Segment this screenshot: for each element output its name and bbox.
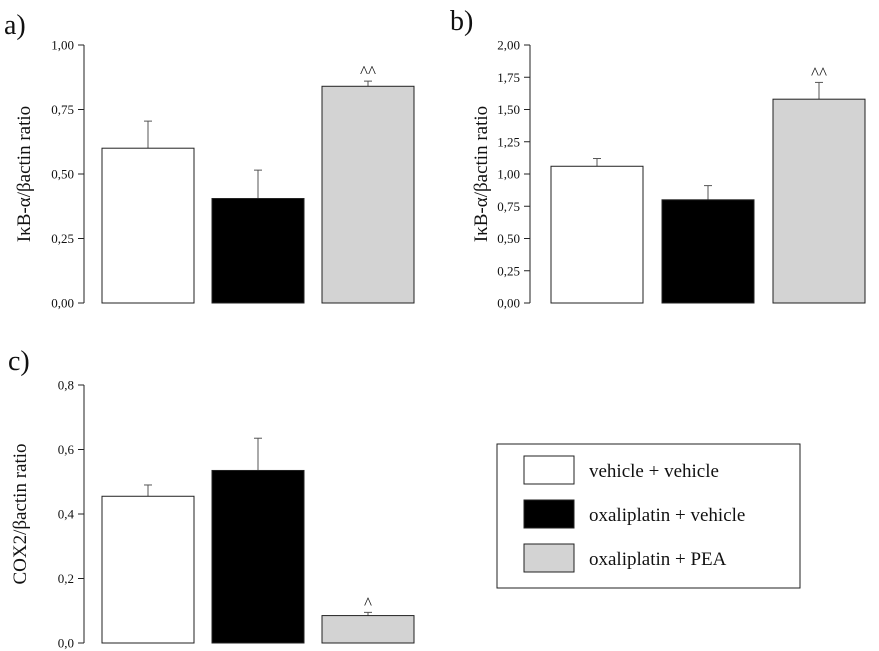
- y-tick-label: 1,00: [497, 167, 520, 182]
- y-tick-label: 1,75: [497, 70, 520, 85]
- panel-b: b) IκB-α/βactin ratio 0,00 0,25 0,50 0,75 1,…: [450, 6, 866, 311]
- bar: [550, 165, 644, 304]
- panel-label: c): [8, 346, 30, 377]
- significance-label: ^^: [360, 62, 376, 81]
- legend-label: vehicle + vehicle: [589, 461, 719, 482]
- y-tick-label: 0,50: [497, 231, 520, 246]
- panel-a: a) IκB-α/βactin ratio 0,00 0,25 0,50 0,75 1,…: [4, 10, 415, 311]
- y-tick-label: 0,4: [58, 507, 75, 522]
- bar: [321, 85, 415, 304]
- y-axis-label: IκB-α/βactin ratio: [14, 106, 35, 242]
- y-axis-label: COX2/βactin ratio: [10, 443, 31, 584]
- bar: [101, 147, 195, 304]
- panel-label: b): [450, 6, 473, 37]
- y-tick-label: 0,6: [58, 442, 75, 457]
- y-tick-label: 0,00: [51, 296, 74, 311]
- y-tick-label: 0,00: [497, 296, 520, 311]
- legend: vehicle + vehicle oxaliplatin + vehicle …: [496, 443, 801, 589]
- y-tick-label: 0,8: [58, 378, 74, 393]
- legend-label: oxaliplatin + vehicle: [589, 505, 745, 526]
- legend-swatch: [523, 455, 575, 485]
- y-tick-label: 0,75: [497, 199, 520, 214]
- y-tick-label: 0,50: [51, 167, 74, 182]
- y-tick-label: 0,25: [51, 231, 74, 246]
- panel-c: c) COX2/βactin ratio 0,0 0,2 0,4 0,6 0,8 ^: [8, 346, 415, 651]
- bar: [661, 199, 755, 304]
- bar: [211, 469, 305, 644]
- y-tick-label: 0,75: [51, 102, 74, 117]
- legend-swatch: [523, 499, 575, 529]
- bar: [101, 495, 195, 644]
- bar: [772, 98, 866, 304]
- y-tick-label: 2,00: [497, 38, 520, 53]
- legend-swatch: [523, 543, 575, 573]
- y-tick-label: 0,25: [497, 263, 520, 278]
- significance-label: ^^: [811, 63, 827, 82]
- y-tick-label: 1,50: [497, 102, 520, 117]
- y-axis-label: IκB-α/βactin ratio: [471, 106, 492, 242]
- y-tick-label: 1,25: [497, 134, 520, 149]
- y-tick-label: 0,0: [58, 636, 74, 651]
- y-tick-label: 1,00: [51, 38, 74, 53]
- legend-label: oxaliplatin + PEA: [589, 549, 727, 570]
- bar: [211, 198, 305, 304]
- panel-label: a): [4, 10, 26, 41]
- bar: [321, 615, 415, 644]
- significance-label: ^: [364, 593, 372, 612]
- y-tick-label: 0,2: [58, 571, 74, 586]
